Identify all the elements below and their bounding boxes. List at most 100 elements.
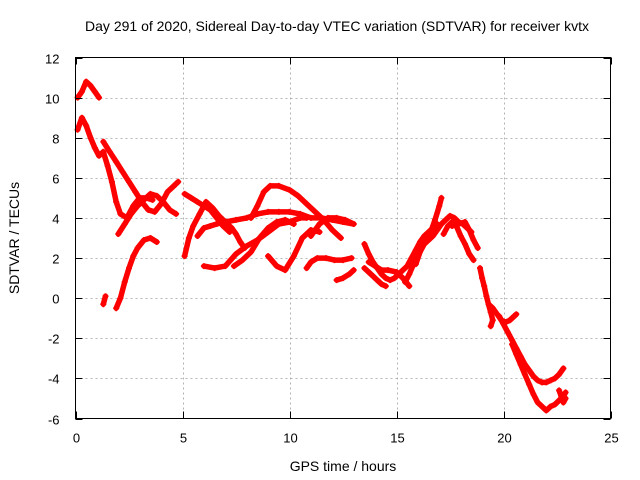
data-point [207, 223, 214, 229]
data-point [325, 214, 331, 221]
data-point [333, 277, 340, 284]
data-point [370, 273, 376, 280]
data-point [506, 317, 513, 324]
data-point [194, 198, 201, 205]
data-point [562, 389, 569, 396]
data-point [100, 138, 107, 145]
data-point [436, 202, 443, 209]
data-point [213, 214, 220, 221]
data-point [141, 237, 147, 243]
data-point [551, 375, 558, 382]
data-point [470, 237, 477, 243]
data-point [254, 202, 261, 209]
data-point [556, 371, 563, 378]
data-point [200, 225, 207, 231]
series-trace [74, 114, 156, 221]
data-point [134, 202, 141, 209]
data-point [500, 321, 507, 328]
data-point [378, 281, 385, 288]
data-point [378, 267, 385, 274]
data-point [451, 214, 458, 221]
data-point [151, 208, 158, 215]
data-point [479, 275, 486, 282]
data-point [521, 371, 528, 378]
data-point [233, 216, 239, 223]
data-point [307, 259, 314, 266]
y-tick-labels: -6 -4 -2 0 2 4 6 8 10 12 [45, 52, 59, 428]
series-arc16 [333, 267, 357, 284]
data-point [260, 188, 267, 195]
data-point [239, 257, 246, 264]
data-point [282, 216, 289, 223]
data-point [175, 178, 182, 185]
data-point [432, 216, 438, 223]
data-point [547, 403, 554, 410]
axis-ticks [75, 57, 612, 420]
x-tick-labels: 0 5 10 15 20 25 [73, 431, 619, 446]
data-point [438, 221, 445, 227]
data-point [222, 219, 229, 225]
data-point [149, 196, 156, 203]
data-point [350, 221, 357, 227]
data-point [100, 148, 107, 155]
data-point [406, 283, 413, 290]
series-arc6 [115, 190, 180, 237]
data-point [412, 261, 419, 268]
data-point [348, 255, 355, 262]
x-tick-label: 10 [283, 431, 297, 446]
data-point [466, 227, 473, 233]
chart-title: Day 291 of 2020, Sidereal Day-to-day VTE… [85, 18, 589, 34]
data-point [517, 361, 524, 368]
data-point [83, 122, 90, 129]
data-point [543, 379, 550, 386]
data-point [256, 235, 263, 241]
data-point [399, 267, 406, 274]
y-tick-label: 6 [52, 172, 59, 187]
y-axis-label: SDTVAR / TECUs [6, 182, 22, 294]
grid [75, 57, 611, 419]
data-point [560, 399, 567, 406]
data-point [91, 88, 98, 95]
data-point [145, 206, 152, 213]
data-point [91, 144, 98, 151]
data-point [485, 301, 492, 308]
data-point [128, 210, 135, 217]
data-point [134, 245, 141, 251]
data-point [470, 257, 477, 264]
data-point [237, 239, 244, 245]
data-point [188, 194, 195, 201]
data-point [434, 227, 441, 233]
data-point [489, 317, 496, 324]
data-point [372, 263, 379, 270]
data-point [406, 271, 413, 278]
data-point [462, 219, 468, 225]
data-point [87, 134, 94, 141]
data-point [365, 259, 372, 266]
y-tick-label: 8 [52, 132, 59, 147]
data-point [121, 221, 128, 227]
data-point [164, 188, 171, 195]
data-point [391, 275, 398, 282]
data-point [442, 216, 449, 223]
plot-area [74, 78, 569, 414]
x-tick-label: 25 [604, 431, 618, 446]
data-point [100, 301, 107, 308]
data-point [477, 265, 483, 272]
data-point [102, 293, 109, 300]
data-point [78, 88, 85, 95]
data-point [181, 253, 188, 260]
data-point [513, 351, 520, 358]
data-point [560, 365, 567, 372]
data-point [275, 208, 282, 215]
data-point [228, 225, 235, 231]
series-arc24 [477, 265, 496, 330]
data-point [233, 231, 239, 237]
x-axis-label: GPS time / hours [290, 458, 397, 474]
data-point [282, 267, 289, 274]
data-point [322, 255, 329, 262]
y-tick-label: -6 [48, 413, 60, 428]
data-point [132, 188, 139, 195]
data-point [534, 377, 541, 384]
y-tick-label: 10 [45, 92, 59, 107]
series-trace [333, 267, 357, 283]
